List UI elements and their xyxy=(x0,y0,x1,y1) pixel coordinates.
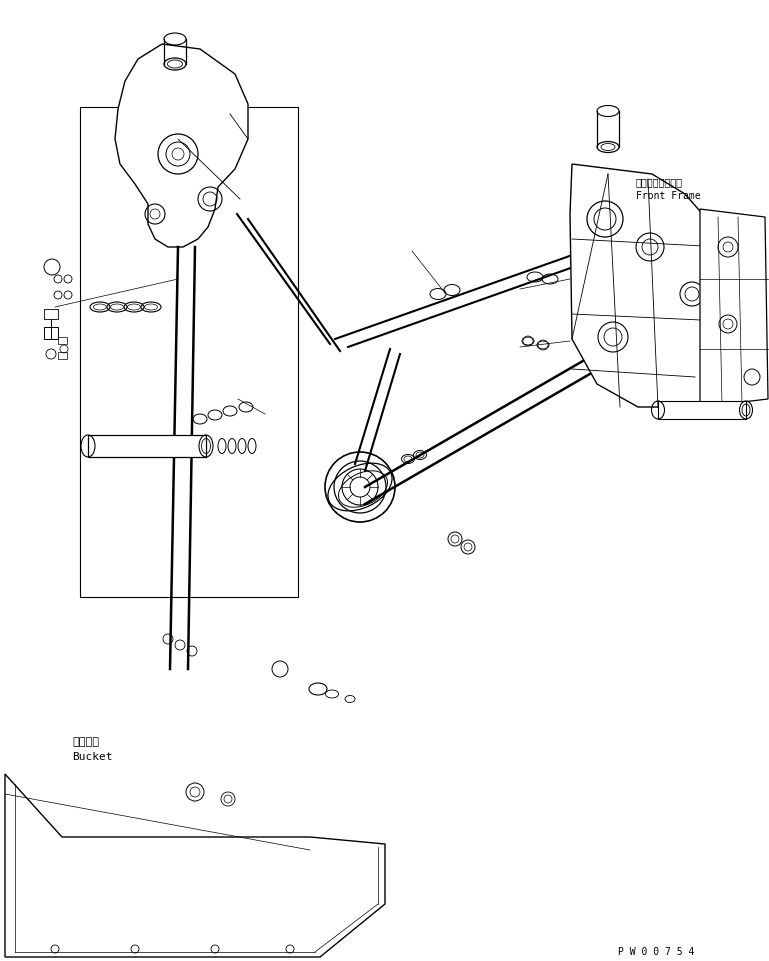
Polygon shape xyxy=(115,45,248,248)
Text: フロントフレーム: フロントフレーム xyxy=(636,177,683,186)
Bar xyxy=(58,353,67,359)
Polygon shape xyxy=(700,209,768,407)
Text: Front Frame: Front Frame xyxy=(636,191,701,201)
Polygon shape xyxy=(570,165,722,407)
Bar xyxy=(44,309,58,320)
Bar xyxy=(58,337,67,345)
Bar xyxy=(44,328,58,339)
Text: P W 0 0 7 5 4: P W 0 0 7 5 4 xyxy=(618,946,694,956)
Polygon shape xyxy=(5,775,385,957)
Text: バケット: バケット xyxy=(72,736,99,747)
Text: Bucket: Bucket xyxy=(72,752,112,761)
Bar xyxy=(658,402,746,420)
Bar xyxy=(88,435,206,457)
